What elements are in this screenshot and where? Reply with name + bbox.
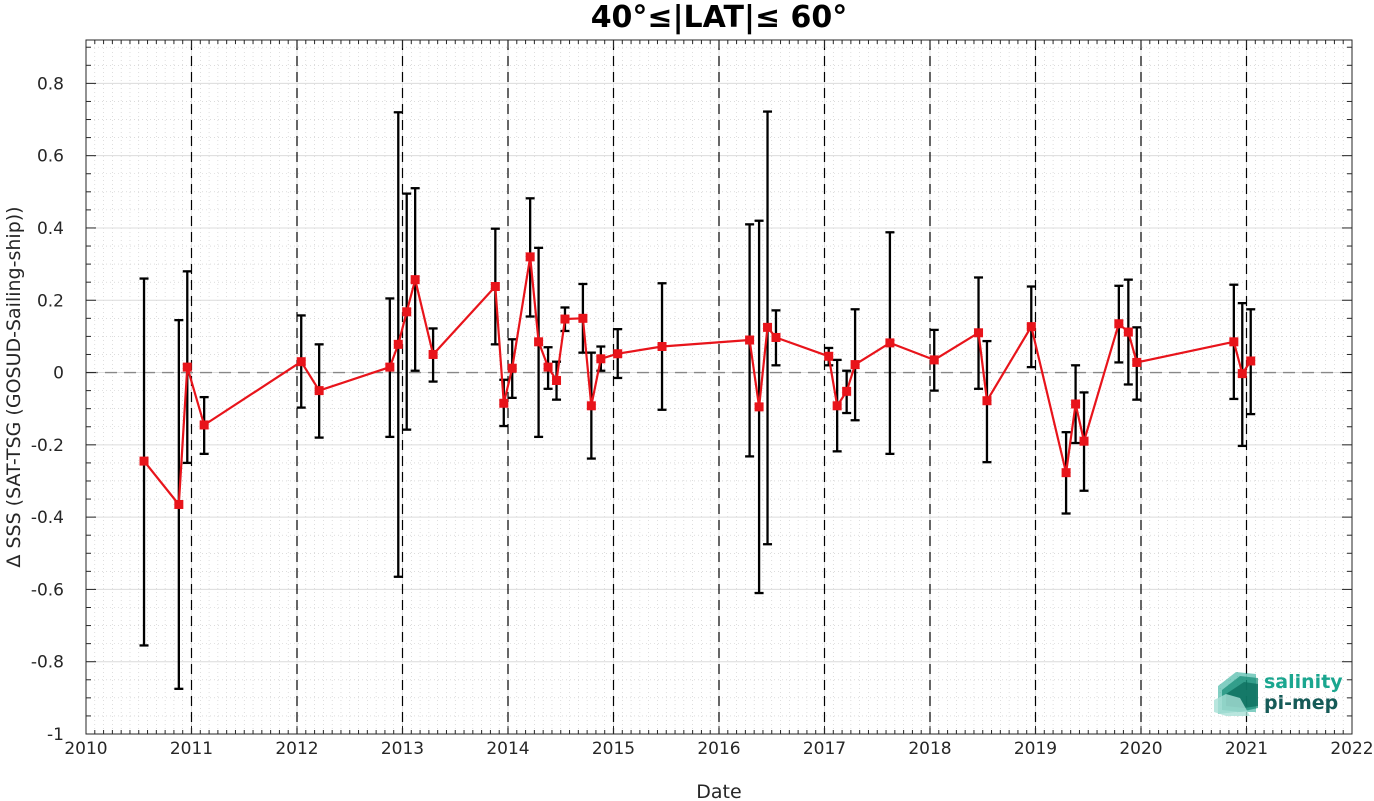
series-line xyxy=(143,255,1252,506)
data-point xyxy=(929,355,939,365)
data-point xyxy=(543,362,553,372)
data-point xyxy=(499,398,509,408)
data-point xyxy=(490,282,500,292)
y-tick-label: 0.6 xyxy=(37,147,64,167)
logo-text-pi-mep: pi-mep xyxy=(1264,692,1338,714)
data-point xyxy=(1026,322,1036,332)
year-boundary-lines xyxy=(190,40,1248,734)
y-tick-label: 0.4 xyxy=(37,219,64,239)
data-point xyxy=(832,401,842,411)
data-point xyxy=(182,362,192,372)
logo-text-salinity: salinity xyxy=(1264,671,1343,693)
data-point xyxy=(885,338,895,348)
y-axis-title: Δ SSS (SAT-TSG (GOSUD-Sailing-ship)) xyxy=(3,206,25,567)
data-point xyxy=(507,363,517,373)
x-tick-label: 2022 xyxy=(1330,739,1373,759)
data-point xyxy=(534,337,544,347)
data-point xyxy=(385,362,395,372)
x-tick-label: 2011 xyxy=(170,739,213,759)
data-point xyxy=(586,401,596,411)
x-tick-label: 2019 xyxy=(1014,739,1057,759)
data-point xyxy=(428,349,438,359)
x-tick-label: 2021 xyxy=(1225,739,1268,759)
x-tick-label: 2017 xyxy=(803,739,846,759)
data-point xyxy=(393,339,403,349)
data-point xyxy=(1229,337,1239,347)
data-point xyxy=(982,396,992,406)
y-tick-label: 0 xyxy=(53,364,64,384)
data-point xyxy=(560,314,570,324)
chart-title: 40°≤|LAT|≤ 60° xyxy=(591,0,848,35)
data-point xyxy=(1246,356,1256,366)
axis-ticks xyxy=(85,40,1353,735)
x-tick-label: 2010 xyxy=(64,739,107,759)
y-tick-labels: -1 -0.8 -0.6 -0.4 -0.2 0 0.2 0.4 0.6 0.8 xyxy=(31,74,64,745)
data-point xyxy=(824,351,834,361)
data-point xyxy=(763,322,773,332)
data-point xyxy=(552,375,562,385)
y-tick-label: -0.6 xyxy=(31,580,64,600)
y-tick-label: 0.8 xyxy=(37,74,64,94)
data-point xyxy=(1237,369,1247,379)
data-point xyxy=(596,354,606,364)
logo-mark-icon xyxy=(1214,672,1258,716)
data-point xyxy=(199,420,209,430)
x-tick-label: 2014 xyxy=(486,739,529,759)
x-tick-label: 2012 xyxy=(275,739,318,759)
x-tick-label: 2016 xyxy=(697,739,740,759)
x-tick-label: 2020 xyxy=(1119,739,1162,759)
x-axis-title: Date xyxy=(696,781,741,801)
data-point xyxy=(842,386,852,396)
data-point xyxy=(1061,468,1071,478)
data-point xyxy=(1079,436,1089,446)
data-point xyxy=(139,456,149,466)
data-point xyxy=(1071,399,1081,409)
x-tick-labels: 2010 2011 2012 2013 2014 2015 2016 2017 2018 2019… xyxy=(64,739,1373,759)
salinity-pi-mep-logo: salinity pi-mep xyxy=(1214,671,1343,716)
data-point xyxy=(745,335,755,345)
data-point xyxy=(1114,319,1124,329)
x-tick-label: 2015 xyxy=(592,739,635,759)
data-point xyxy=(613,349,623,359)
data-point xyxy=(314,386,324,396)
y-tick-label: 0.2 xyxy=(37,291,64,311)
data-point xyxy=(1123,327,1133,337)
data-point xyxy=(974,328,984,338)
data-point xyxy=(754,402,764,412)
data-point xyxy=(410,275,420,285)
data-point xyxy=(657,342,667,352)
data-point xyxy=(174,499,184,509)
x-tick-label: 2013 xyxy=(381,739,424,759)
y-tick-label: -0.4 xyxy=(31,508,64,528)
data-point xyxy=(525,252,535,262)
data-point xyxy=(850,360,860,370)
y-tick-label: -0.2 xyxy=(31,436,64,456)
data-point xyxy=(771,332,781,342)
y-tick-label: -0.8 xyxy=(31,653,64,673)
data-point xyxy=(1132,357,1142,367)
data-markers xyxy=(139,252,1256,509)
data-point xyxy=(402,307,412,317)
x-tick-label: 2018 xyxy=(908,739,951,759)
data-point xyxy=(578,313,588,323)
data-point xyxy=(296,357,306,367)
y-tick-label: -1 xyxy=(47,725,64,745)
